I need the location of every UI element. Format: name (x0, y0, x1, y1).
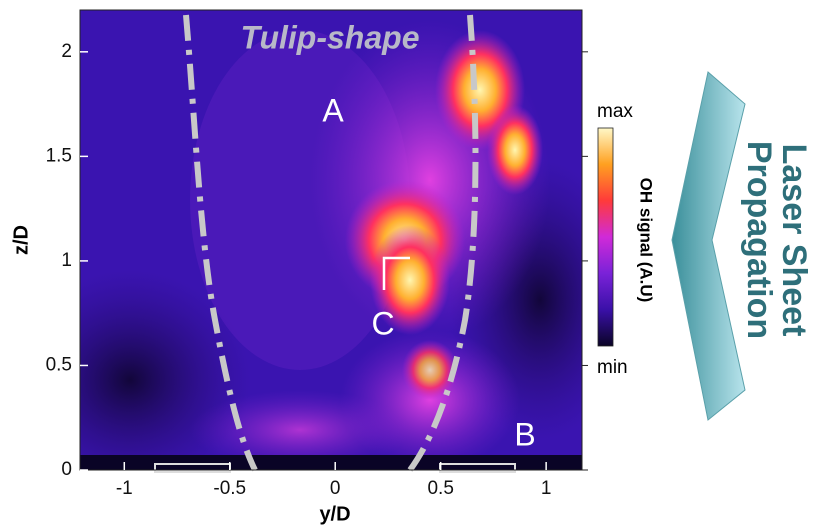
marker-bracket (382, 256, 410, 290)
colorbar (597, 127, 614, 347)
y-tick-label: 0.5 (46, 354, 72, 375)
oh-image (80, 10, 582, 470)
y-tick-label: 2 (61, 41, 72, 62)
x-tick-label: 1 (541, 478, 552, 499)
side-label: Laser Sheet (775, 144, 813, 337)
plot-frame (79, 9, 583, 471)
annotation: A (322, 92, 344, 128)
propagation-arrow (671, 71, 746, 421)
colorbar-min: min (597, 357, 628, 378)
x-tick-label: -0.5 (213, 478, 246, 499)
x-axis-label: y/D (319, 503, 350, 525)
annotation: C (371, 305, 394, 341)
tulip-outline (183, 14, 258, 472)
x-tick-label: 0 (330, 478, 341, 499)
y-tick-label: 1.5 (46, 145, 72, 166)
annotation: B (514, 416, 535, 452)
side-label: Propagation (740, 141, 778, 339)
y-axis-label: z/D (10, 225, 32, 255)
colorbar-title: OH signal (A.U) (637, 178, 656, 303)
x-tick-label: 0.5 (427, 478, 453, 499)
annotation: Tulip-shape (241, 19, 420, 55)
x-tick-label: -1 (116, 478, 133, 499)
tulip-outline (407, 14, 479, 472)
y-tick-label: 1 (61, 250, 72, 271)
y-tick-label: 0 (61, 459, 72, 480)
colorbar-max: max (597, 101, 633, 122)
